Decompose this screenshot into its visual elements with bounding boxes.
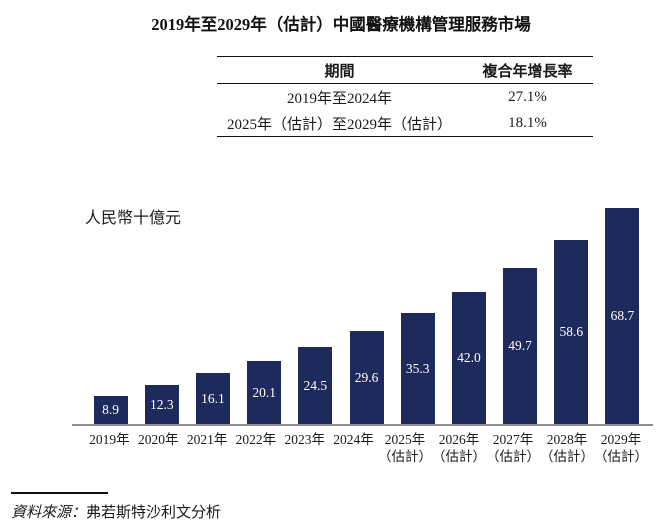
cagr-cell: 18.1% xyxy=(508,114,547,131)
x-axis-label-year: 2021年 xyxy=(186,432,228,447)
bar: 8.9 xyxy=(93,396,128,424)
bar-value-label: 8.9 xyxy=(102,402,120,418)
bar-slot: 49.7 xyxy=(495,207,546,424)
bar: 29.6 xyxy=(349,330,384,424)
header-period: 期間 xyxy=(324,63,355,80)
x-axis-label-estimate-note: （估計） xyxy=(593,449,648,464)
x-axis-label-year: 2028年 xyxy=(546,432,588,447)
x-axis-label-year: 2027年 xyxy=(492,432,534,447)
period-cell: 2019年至2024年 xyxy=(286,90,392,107)
bar-value-label: 49.7 xyxy=(508,338,532,354)
x-axis-line xyxy=(72,424,653,426)
bar-value-label: 16.1 xyxy=(201,390,225,406)
cagr-cell: 27.1% xyxy=(508,88,547,105)
bar-slot: 16.1 xyxy=(187,207,238,424)
x-axis-label-year: 2019年 xyxy=(89,432,130,447)
x-axis-label: 2019年 xyxy=(85,431,134,465)
bar-slot: 58.6 xyxy=(546,207,597,424)
cagr-table-row: 2019年至2024年 27.1% xyxy=(217,84,593,110)
bar-slot: 8.9 xyxy=(85,207,136,424)
x-axis-label: 2025年 （估計） xyxy=(378,431,432,465)
bars-row: 8.9 12.3 16.1 20.1 24.5 29.6 35.3 42.0 49.7 58.6 6… xyxy=(85,207,648,424)
x-axis-label: 2023年 xyxy=(280,431,329,465)
bar: 12.3 xyxy=(144,385,179,424)
bar-slot: 24.5 xyxy=(290,207,341,424)
source-text: 資料來源：弗若斯特沙利文分析 xyxy=(11,501,221,522)
bar-slot: 42.0 xyxy=(443,207,494,424)
bar: 58.6 xyxy=(554,239,589,424)
source-note: 資料來源：弗若斯特沙利文分析 xyxy=(11,492,221,522)
x-axis-label-year: 2026年 xyxy=(438,432,480,447)
cagr-table-body: 2019年至2024年 27.1% 2025年（估計）至2029年（估計） 18.1% xyxy=(217,84,593,136)
bar: 49.7 xyxy=(503,267,538,424)
cagr-table-header: 期間 複合年增長率 xyxy=(217,57,593,84)
bar-slot: 35.3 xyxy=(392,207,443,424)
x-axis-label: 2026年 （估計） xyxy=(432,431,486,465)
bar-slot: 29.6 xyxy=(341,207,392,424)
x-axis-label: 2020年 xyxy=(134,431,183,465)
bar: 16.1 xyxy=(195,373,230,424)
x-axis-label-year: 2023年 xyxy=(284,432,325,447)
x-axis-label-estimate-note: （估計） xyxy=(377,449,432,464)
x-axis-label-year: 2029年 xyxy=(600,432,642,447)
header-cagr: 複合年增長率 xyxy=(482,63,573,80)
x-axis-label: 2021年 xyxy=(183,431,232,465)
x-axis-label: 2022年 xyxy=(231,431,280,465)
bar: 24.5 xyxy=(298,347,333,424)
chart-title: 2019年至2029年（估計）中國醫療機構管理服務市場 xyxy=(151,15,531,34)
bar: 35.3 xyxy=(400,313,435,424)
bar-value-label: 42.0 xyxy=(457,350,481,366)
y-axis-unit-label: 人民幣十億元 xyxy=(85,210,182,227)
source-prefix: 資料來源： xyxy=(11,504,87,521)
bar-value-label: 35.3 xyxy=(405,360,430,376)
bar-value-label: 29.6 xyxy=(354,369,379,385)
bar-value-label: 20.1 xyxy=(252,384,276,400)
bar-value-label: 12.3 xyxy=(149,396,174,412)
bar: 20.1 xyxy=(247,360,282,424)
bar-slot: 12.3 xyxy=(136,207,187,424)
x-axis-label: 2029年 （估計） xyxy=(594,431,648,465)
x-axis-label-estimate-note: （估計） xyxy=(485,449,540,464)
x-axis-label-estimate-note: （估計） xyxy=(431,449,486,464)
cagr-table: 期間 複合年增長率 2019年至2024年 27.1% 2025年（估計）至2029… xyxy=(217,56,593,137)
x-axis-label-year: 2025年 xyxy=(384,432,426,447)
x-axis-label: 2024年 xyxy=(329,431,378,465)
x-axis-label: 2027年 （估計） xyxy=(486,431,540,465)
bar-slot: 68.7 xyxy=(597,207,648,424)
source-name: 弗若斯特沙利文分析 xyxy=(86,504,222,521)
x-axis-label-year: 2022年 xyxy=(235,432,277,447)
x-axis-label-year: 2020年 xyxy=(137,432,179,447)
bar-value-label: 58.6 xyxy=(559,324,584,340)
x-axis-labels: 2019年 2020年 2021年 2022年 2023年 2024年 2025年 （估計） 2… xyxy=(85,431,648,465)
source-rule xyxy=(11,492,108,494)
period-cell: 2025年（估計）至2029年（估計） xyxy=(226,116,452,133)
x-axis-label-year: 2024年 xyxy=(333,432,374,447)
x-axis-label-estimate-note: （估計） xyxy=(539,449,594,464)
bar-slot: 20.1 xyxy=(239,207,290,424)
cagr-table-row: 2025年（估計）至2029年（估計） 18.1% xyxy=(217,110,593,136)
bar-value-label: 68.7 xyxy=(610,308,635,324)
bar: 42.0 xyxy=(451,291,486,424)
x-axis-label: 2028年 （估計） xyxy=(540,431,594,465)
bar-value-label: 24.5 xyxy=(303,377,328,393)
bar: 68.7 xyxy=(605,208,640,424)
